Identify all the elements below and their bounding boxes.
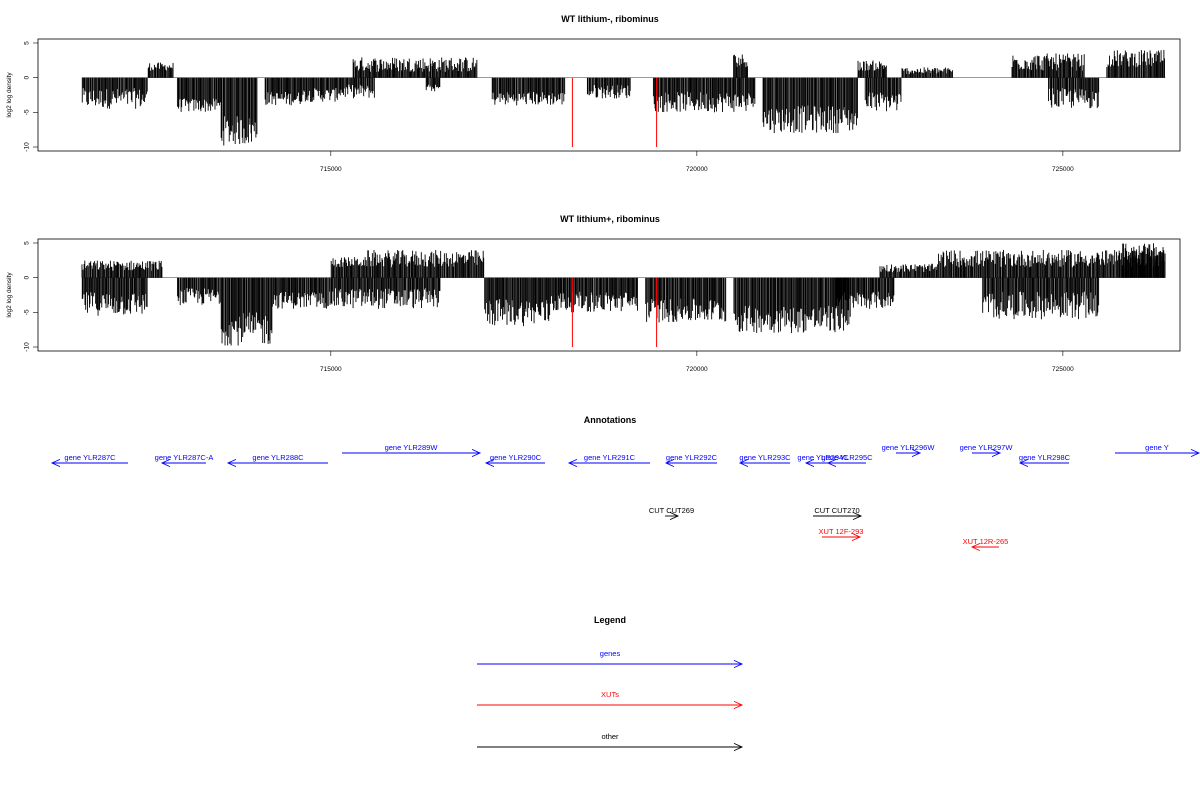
annotation-features: gene YLR287C gene YLR287C-A gene YLR288C ge… — [50, 443, 1200, 552]
annotation-feature: gene YLR291C — [567, 453, 650, 468]
panel1-axes: 5 0 -5 -10 715000 720000 725000 — [24, 41, 1074, 173]
annotation-label: CUT CUT269 — [649, 506, 694, 515]
feature-arrow-head — [733, 700, 744, 710]
legend-label: other — [601, 732, 619, 741]
annotation-label: XUT 12F-293 — [819, 527, 864, 536]
annotation-label: gene YLR293C — [739, 453, 791, 462]
annotation-label: gene YLR287C — [64, 453, 116, 462]
annotation-feature: gene YLR292C — [664, 453, 718, 468]
feature-arrow-head — [970, 542, 981, 552]
y-tick-label: -5 — [24, 109, 31, 115]
panel-lithium-minus: WT lithium-, ribominus log2 log density … — [6, 14, 1181, 173]
y-tick-label: 0 — [24, 75, 31, 79]
annotation-feature: CUT CUT270 — [813, 506, 863, 521]
annotation-feature: gene YLR297W — [960, 443, 1014, 458]
panel2-title: WT lithium+, ribominus — [560, 214, 660, 224]
feature-arrow-head — [1018, 458, 1029, 468]
y-tick-label: 0 — [24, 275, 31, 279]
feature-arrow-head — [852, 511, 863, 521]
annotation-feature: gene YLR287C-A — [155, 453, 214, 468]
legend-items: genes XUTs other — [477, 649, 744, 752]
annotation-feature: gene YLR296W — [882, 443, 936, 458]
feature-arrow-head — [804, 458, 815, 468]
feature-arrow-head — [1190, 448, 1200, 458]
annotation-feature: gene YLR290C — [484, 453, 545, 468]
annotation-feature: gene Y — [1115, 443, 1200, 458]
annotation-feature: gene YLR295C — [821, 453, 873, 468]
annotation-label: gene YLR287C-A — [155, 453, 214, 462]
legend-panel: Legend genes XUTs other — [477, 615, 744, 752]
panel2-bars — [81, 243, 1166, 347]
legend-label: genes — [600, 649, 621, 658]
feature-arrow-head — [911, 448, 922, 458]
legend-item: XUTs — [477, 690, 744, 710]
annotation-label: gene Y — [1145, 443, 1169, 452]
y-tick-label: 5 — [24, 241, 31, 245]
x-tick-label: 715000 — [320, 366, 342, 373]
feature-arrow-head — [226, 458, 237, 468]
y-tick-label: -10 — [24, 342, 31, 352]
annotation-feature: gene YLR288C — [226, 453, 328, 468]
feature-arrow-head — [826, 458, 837, 468]
annotation-label: gene YLR289W — [385, 443, 439, 452]
y-tick-label: -10 — [24, 142, 31, 152]
panel1-frame — [37, 38, 1181, 152]
annotation-label: CUT CUT270 — [814, 506, 859, 515]
annotation-label: gene YLR298C — [1019, 453, 1071, 462]
annotations-panel: Annotations gene YLR287C gene YLR287C-A ge… — [50, 415, 1200, 552]
x-tick-label: 725000 — [1052, 366, 1074, 373]
feature-arrow-head — [471, 448, 482, 458]
panel1-bars — [81, 50, 1166, 147]
feature-arrow-head — [669, 511, 680, 521]
panel1-title: WT lithium-, ribominus — [561, 14, 659, 24]
annotation-label: gene YLR296W — [882, 443, 936, 452]
annotation-feature: gene YLR287C — [50, 453, 128, 468]
annotation-feature: XUT 12R-265 — [963, 537, 1009, 552]
annotation-label: gene YLR290C — [490, 453, 542, 462]
annotation-feature: gene YLR289W — [342, 443, 482, 458]
legend-item: genes — [477, 649, 744, 669]
x-tick-label: 715000 — [320, 166, 342, 173]
y-tick-label: -5 — [24, 309, 31, 315]
feature-arrow-head — [851, 532, 862, 542]
feature-arrow-head — [664, 458, 675, 468]
annotation-label: gene YLR291C — [584, 453, 636, 462]
annotation-label: gene YLR295C — [821, 453, 873, 462]
annotation-feature: gene YLR298C — [1018, 453, 1071, 468]
panel-lithium-plus: WT lithium+, ribominus log2 log density … — [6, 214, 1181, 373]
feature-arrow-head — [567, 458, 578, 468]
annotation-label: gene YLR292C — [666, 453, 718, 462]
panel2-frame — [37, 238, 1181, 352]
feature-arrow-head — [733, 659, 744, 669]
annotation-label: gene YLR297W — [960, 443, 1014, 452]
annotation-label: XUT 12R-265 — [963, 537, 1009, 546]
feature-arrow-head — [991, 448, 1002, 458]
feature-arrow-head — [484, 458, 495, 468]
feature-arrow-head — [738, 458, 749, 468]
legend-label: XUTs — [601, 690, 619, 699]
annotation-label: gene YLR288C — [252, 453, 304, 462]
feature-arrow-head — [733, 742, 744, 752]
x-tick-label: 725000 — [1052, 166, 1074, 173]
annotation-feature: XUT 12F-293 — [819, 527, 864, 542]
feature-arrow-head — [160, 458, 171, 468]
y-tick-label: 5 — [24, 41, 31, 45]
annotation-feature: gene YLR293C — [738, 453, 791, 468]
annotations-title: Annotations — [584, 415, 637, 425]
feature-arrow-head — [50, 458, 61, 468]
annotation-feature: CUT CUT269 — [649, 506, 694, 521]
legend-item: other — [477, 732, 744, 752]
panel2-ylabel: log2 log density — [6, 272, 13, 318]
legend-title: Legend — [594, 615, 626, 625]
annotation-label: gene YLR294C — [797, 453, 849, 462]
x-tick-label: 720000 — [686, 166, 708, 173]
panel1-ylabel: log2 log density — [6, 72, 13, 118]
panel2-axes: 5 0 -5 -10 715000 720000 725000 — [24, 241, 1074, 373]
x-tick-label: 720000 — [686, 366, 708, 373]
